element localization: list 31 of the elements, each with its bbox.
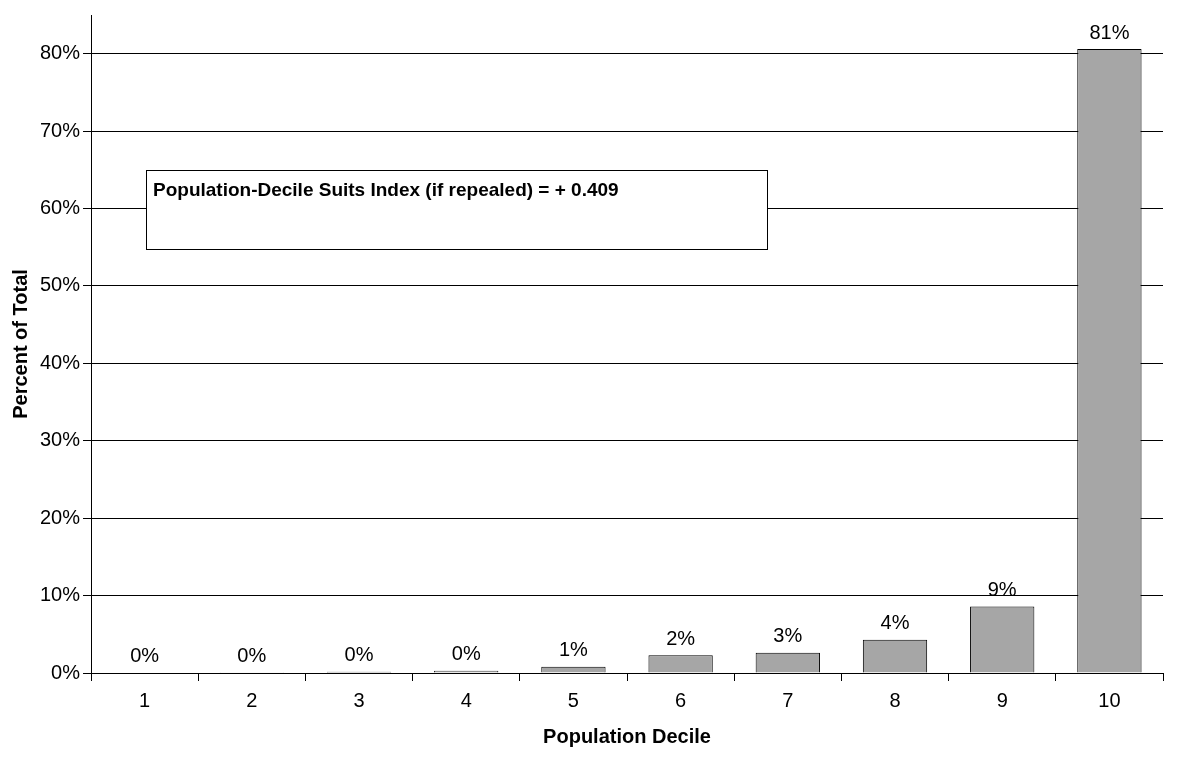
data-label: 81%	[1089, 20, 1130, 43]
x-tick-label: 5	[567, 688, 579, 711]
x-tick-label: 2	[246, 688, 258, 711]
y-axis-title: Percent of Total	[8, 269, 31, 419]
y-tick-label: 40%	[40, 350, 81, 373]
y-tick-label: 10%	[40, 583, 81, 606]
x-tick-label: 6	[675, 688, 687, 711]
data-label: 0%	[451, 642, 481, 665]
data-label: 0%	[344, 643, 374, 666]
note-box: Population-Decile Suits Index (if repealed) = + 0.409	[146, 170, 768, 250]
y-tick-label: 50%	[40, 273, 81, 296]
y-tick-label: 60%	[40, 196, 81, 219]
x-tick-label: 10	[1098, 688, 1121, 711]
x-tick-label: 3	[353, 688, 365, 711]
y-tick-label: 70%	[40, 118, 81, 141]
x-tick-label: 9	[996, 688, 1008, 711]
data-label: 1%	[558, 638, 589, 661]
y-tick-label: 80%	[40, 41, 81, 64]
y-tick-label: 30%	[40, 428, 81, 451]
x-tick-label: 8	[889, 688, 901, 711]
data-label: 0%	[237, 643, 267, 666]
data-label: 2%	[666, 626, 696, 649]
data-label: 4%	[880, 611, 910, 634]
y-tick-label: 0%	[51, 660, 81, 683]
x-tick-label: 1	[139, 688, 151, 711]
x-axis-title: Population Decile	[543, 724, 711, 747]
data-label: 0%	[130, 644, 160, 667]
y-tick-label: 20%	[40, 505, 81, 528]
x-tick-label: 7	[782, 688, 794, 711]
x-tick-label: 4	[460, 688, 472, 711]
data-label: 3%	[773, 624, 803, 647]
